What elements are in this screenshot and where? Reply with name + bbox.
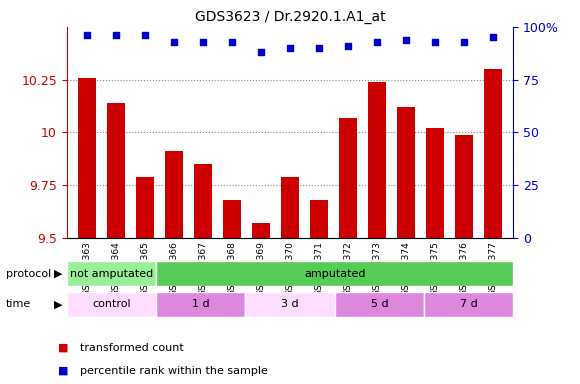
Bar	[107, 103, 125, 238]
Text: GDS3623 / Dr.2920.1.A1_at: GDS3623 / Dr.2920.1.A1_at	[195, 10, 385, 23]
Bar	[78, 78, 96, 238]
Point	[111, 32, 121, 38]
Bar	[67, 292, 156, 317]
Text: ▶: ▶	[54, 268, 62, 279]
Bar	[165, 151, 183, 238]
Text: percentile rank within the sample: percentile rank within the sample	[80, 366, 268, 376]
Point	[488, 34, 498, 40]
Point	[82, 32, 92, 38]
Text: transformed count: transformed count	[80, 343, 184, 353]
Point	[169, 39, 179, 45]
Point	[343, 43, 353, 49]
Point	[459, 39, 469, 45]
Text: ▶: ▶	[54, 299, 62, 310]
Bar	[339, 118, 357, 238]
Point	[256, 49, 266, 55]
Bar	[156, 292, 245, 317]
Bar	[455, 134, 473, 238]
Point	[430, 39, 440, 45]
Text: amputated: amputated	[304, 268, 365, 279]
Text: 5 d: 5 d	[371, 299, 388, 310]
Point	[372, 39, 382, 45]
Text: ■: ■	[58, 366, 68, 376]
Point	[285, 45, 295, 51]
Point	[314, 45, 324, 51]
Bar	[335, 292, 424, 317]
Bar	[223, 200, 241, 238]
Bar	[426, 128, 444, 238]
Bar	[397, 107, 415, 238]
Point	[401, 36, 411, 43]
Text: control: control	[92, 299, 130, 310]
Text: 3 d: 3 d	[281, 299, 299, 310]
Bar	[310, 200, 328, 238]
Point	[227, 39, 237, 45]
Bar	[424, 292, 513, 317]
Bar	[368, 82, 386, 238]
Text: protocol: protocol	[6, 268, 51, 279]
Bar	[156, 261, 513, 286]
Text: 1 d: 1 d	[192, 299, 209, 310]
Text: 7 d: 7 d	[460, 299, 477, 310]
Point	[198, 39, 208, 45]
Bar	[136, 177, 154, 238]
Text: not amputated: not amputated	[70, 268, 153, 279]
Text: time: time	[6, 299, 31, 310]
Bar	[67, 261, 156, 286]
Bar	[245, 292, 335, 317]
Point	[140, 32, 150, 38]
Text: ■: ■	[58, 343, 68, 353]
Bar	[194, 164, 212, 238]
Bar	[281, 177, 299, 238]
Bar	[484, 69, 502, 238]
Bar	[252, 223, 270, 238]
